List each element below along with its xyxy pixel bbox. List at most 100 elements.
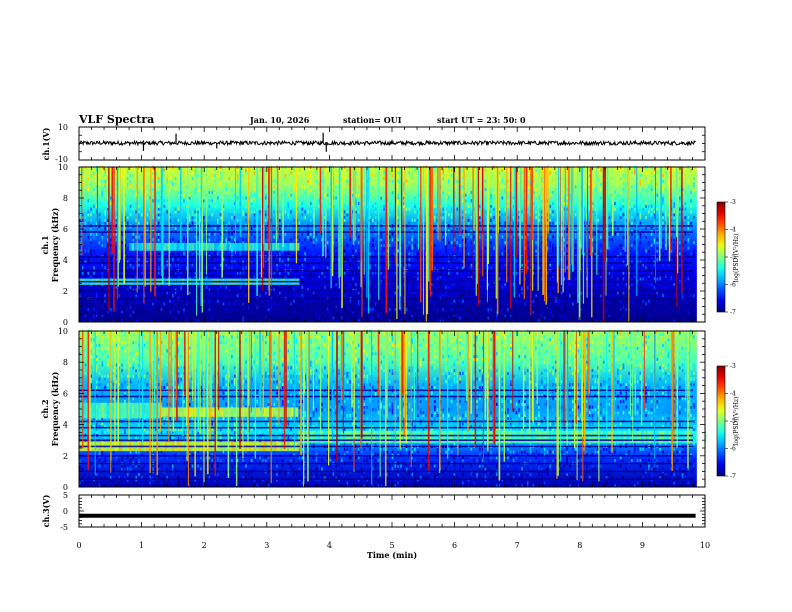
spectrogram-cell bbox=[617, 176, 619, 181]
spectrogram-cell bbox=[524, 316, 526, 320]
spectrogram-cell bbox=[290, 302, 292, 306]
spectrogram-cell bbox=[287, 302, 290, 306]
spectrogram-cell bbox=[490, 176, 492, 181]
spectrogram-cell bbox=[197, 316, 199, 320]
spectrogram-cell bbox=[662, 207, 664, 211]
spectrogram-cell bbox=[588, 190, 591, 194]
spectrogram-cell bbox=[352, 310, 354, 314]
spectrogram-cell bbox=[225, 199, 228, 203]
spectrogram-cell bbox=[129, 263, 132, 267]
spectrogram-cell bbox=[464, 310, 467, 314]
spectrogram-cell bbox=[188, 196, 191, 200]
spectrogram-cell bbox=[186, 238, 188, 242]
spectrogram-cell bbox=[484, 179, 487, 183]
spectrogram-cell bbox=[549, 282, 552, 287]
spectrogram-cell bbox=[588, 299, 591, 303]
spectrogram-cell bbox=[625, 218, 628, 222]
spectrogram-cell bbox=[259, 257, 261, 261]
spectrogram-cell bbox=[98, 218, 101, 222]
spectrogram-cell bbox=[464, 241, 467, 245]
spectrogram-cell bbox=[594, 218, 597, 222]
spectrogram-cell bbox=[526, 204, 529, 208]
spectrogram-cell bbox=[453, 299, 456, 303]
spectrogram-cell bbox=[470, 199, 473, 203]
spectrogram-cell bbox=[535, 199, 537, 203]
spectrogram-cell bbox=[245, 294, 247, 298]
spectrogram-cell bbox=[307, 174, 309, 178]
spectrogram-cell bbox=[109, 291, 112, 295]
spectrogram-cell bbox=[445, 271, 447, 275]
spectrogram-cell bbox=[264, 196, 267, 200]
spectrogram-cell bbox=[326, 204, 329, 208]
spectrogram-cell bbox=[687, 193, 690, 197]
spectrogram-cell bbox=[456, 285, 459, 289]
spectrogram-cell bbox=[126, 171, 129, 175]
spectrogram-cell bbox=[101, 190, 104, 194]
spectrogram-cell bbox=[355, 171, 357, 175]
spectrogram-cell bbox=[87, 179, 90, 183]
spectrogram-cell bbox=[633, 218, 636, 222]
spectrogram-cell bbox=[157, 190, 160, 194]
spectrogram-cell bbox=[349, 238, 352, 242]
spectrogram-cell bbox=[490, 252, 492, 256]
spectrogram-cell bbox=[101, 299, 104, 303]
spectrogram-cell bbox=[138, 257, 140, 261]
spectrogram-cell bbox=[504, 277, 506, 281]
spectrogram-cell bbox=[369, 193, 371, 197]
spectrogram-cell bbox=[619, 243, 622, 247]
spectrogram-cell bbox=[374, 238, 377, 242]
spectrogram-cell bbox=[588, 241, 591, 245]
spectrogram-cell bbox=[357, 235, 360, 239]
spectrogram-cell bbox=[540, 241, 543, 245]
spectrogram-cell bbox=[414, 221, 416, 225]
spectrogram-cell bbox=[642, 182, 644, 186]
spectrogram-cell bbox=[577, 316, 580, 320]
spectrogram-cell bbox=[293, 176, 295, 181]
spectrogram-cell bbox=[301, 316, 304, 320]
spectrogram-cell bbox=[87, 221, 90, 225]
spectrogram-cell bbox=[588, 196, 591, 200]
spectrogram-cell bbox=[129, 182, 132, 186]
spectrogram-cell bbox=[507, 266, 509, 270]
spectrogram-cell bbox=[188, 299, 191, 303]
spectrogram-cell bbox=[197, 188, 199, 192]
spectrogram-cell bbox=[191, 252, 194, 256]
spectrogram-cell bbox=[512, 202, 515, 206]
spectrogram-cell bbox=[188, 218, 191, 222]
spectrogram-cell bbox=[174, 319, 177, 323]
spectrogram-cell bbox=[250, 310, 253, 314]
spectrogram-cell bbox=[493, 246, 495, 250]
spectrogram-cell bbox=[631, 243, 633, 247]
spectrogram-cell bbox=[346, 210, 349, 214]
spectrogram-cell bbox=[321, 232, 323, 236]
emission-band bbox=[266, 242, 270, 251]
spectrogram-cell bbox=[231, 188, 233, 192]
emission-band bbox=[189, 242, 192, 251]
spectrogram-cell bbox=[87, 260, 90, 264]
spectrogram-cell bbox=[495, 308, 498, 312]
spectrogram-cell bbox=[679, 185, 681, 189]
spectrogram-cell bbox=[642, 294, 644, 298]
spectrogram-cell bbox=[493, 257, 495, 261]
spectrogram-cell bbox=[284, 210, 287, 214]
spectrogram-cell bbox=[566, 310, 568, 314]
spectrogram-cell bbox=[138, 263, 140, 267]
spectrogram-cell bbox=[504, 213, 506, 217]
spectrogram-cell bbox=[411, 243, 414, 247]
spectrogram-cell bbox=[101, 218, 104, 222]
spectrogram-cell bbox=[484, 221, 487, 225]
spectrogram-cell bbox=[315, 313, 318, 317]
spectrogram-cell bbox=[684, 202, 687, 206]
spectrogram-cell bbox=[512, 199, 515, 203]
spectrogram-cell bbox=[307, 232, 309, 236]
spectrogram-cell bbox=[129, 204, 132, 208]
spectrogram-cell bbox=[214, 232, 216, 236]
spectrogram-cell bbox=[690, 210, 692, 214]
spectrogram-cell bbox=[155, 193, 157, 197]
spectrogram-cell bbox=[326, 171, 329, 175]
spectrogram-cell bbox=[239, 252, 242, 256]
spectrogram-cell bbox=[631, 302, 633, 306]
spectrogram-cell bbox=[87, 188, 90, 192]
spectrogram-cell bbox=[687, 188, 690, 192]
emission-band bbox=[216, 242, 220, 251]
